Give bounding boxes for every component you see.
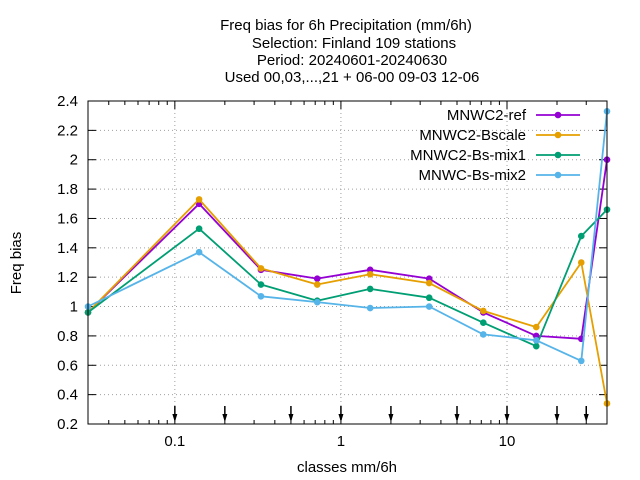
- y-tick-label: 1.2: [57, 269, 78, 286]
- class-boundary-markers: [172, 406, 589, 422]
- y-tick-label: 1.6: [57, 210, 78, 227]
- x-tick-label: 0.1: [164, 433, 185, 450]
- data-point: [425, 303, 433, 310]
- series-line: [87, 198, 608, 404]
- grid-lines: [88, 101, 607, 424]
- y-tick-label: 1.4: [57, 240, 78, 257]
- data-point: [480, 331, 487, 338]
- y-tick-label: 0.8: [57, 328, 78, 345]
- series-line: [87, 111, 608, 362]
- title-line-4: Used 00,03,...,21 + 06-00 09-03 12-06: [225, 69, 480, 86]
- class-marker-head: [583, 414, 589, 422]
- data-point: [532, 342, 540, 350]
- y-tick-label: 1: [70, 299, 78, 316]
- y-tick-label: 0.4: [57, 387, 78, 404]
- x-tick-label: 10: [499, 433, 516, 450]
- legend-label: MNWC2-ref: [447, 107, 527, 124]
- legend-marker: [554, 171, 562, 179]
- y-axis-label: Freq bias: [8, 232, 25, 295]
- y-tick-label: 0.6: [57, 357, 78, 374]
- class-marker-head: [554, 414, 560, 422]
- legend-marker: [554, 131, 562, 139]
- data-point: [532, 337, 540, 344]
- data-point: [480, 319, 487, 326]
- data-point: [257, 281, 265, 288]
- data-point: [313, 275, 321, 282]
- data-point: [366, 304, 374, 312]
- legend-marker: [554, 111, 562, 119]
- x-axis-label: classes mm/6h: [297, 459, 397, 476]
- class-marker-head: [338, 414, 344, 422]
- data-point: [257, 292, 265, 300]
- data-point: [195, 248, 203, 256]
- y-tick-label: 2.2: [57, 122, 78, 139]
- data-point: [313, 281, 321, 288]
- class-marker-head: [388, 414, 394, 422]
- title-line-1: Freq bias for 6h Precipitation (mm/6h): [220, 17, 472, 34]
- data-point: [577, 357, 585, 365]
- legend-marker: [554, 151, 562, 159]
- data-point: [577, 259, 585, 266]
- data-point: [366, 270, 374, 278]
- title-line-2: Selection: Finland 109 stations: [252, 35, 456, 52]
- data-point: [532, 323, 540, 331]
- data-point: [425, 294, 433, 302]
- chart-title: Freq bias for 6h Precipitation (mm/6h) S…: [220, 17, 479, 86]
- x-axis-ticks: 0.1 1 10: [108, 101, 587, 450]
- data-point: [195, 196, 203, 203]
- series-line: [87, 208, 608, 348]
- data-point: [577, 232, 585, 240]
- x-tick-label: 1: [337, 433, 345, 450]
- class-marker-head: [222, 414, 228, 422]
- data-point: [425, 279, 433, 287]
- legend-label: MNWC2-Bs-mix1: [410, 147, 526, 164]
- data-point: [366, 285, 374, 293]
- y-tick-label: 2: [70, 152, 78, 169]
- class-marker-head: [288, 414, 294, 422]
- legend-label: MNWC2-Bscale: [419, 127, 526, 144]
- y-axis-ticks: 0.2 0.4 0.6 0.8 1 1.2 1.4 1.6 1.8 2 2.2 2.4: [57, 93, 607, 433]
- y-tick-label: 1.8: [57, 181, 78, 198]
- legend-label: MNWC-Bs-mix2: [419, 167, 526, 184]
- class-marker-head: [454, 414, 460, 422]
- y-tick-label: 0.2: [57, 416, 78, 433]
- title-line-3: Period: 20240601-20240630: [257, 52, 447, 69]
- legend: MNWC2-ref MNWC2-Bscale MNWC2-Bs-mix1 MNWC-B…: [410, 107, 580, 184]
- data-point: [195, 225, 203, 233]
- class-marker-head: [504, 414, 510, 422]
- class-marker-head: [172, 414, 178, 422]
- series-lines: [84, 107, 611, 407]
- series-line: [87, 159, 608, 340]
- y-tick-label: 2.4: [57, 93, 78, 110]
- data-point: [480, 307, 487, 315]
- data-point: [257, 265, 265, 272]
- plot-frame: [87, 100, 608, 425]
- data-point: [313, 298, 321, 306]
